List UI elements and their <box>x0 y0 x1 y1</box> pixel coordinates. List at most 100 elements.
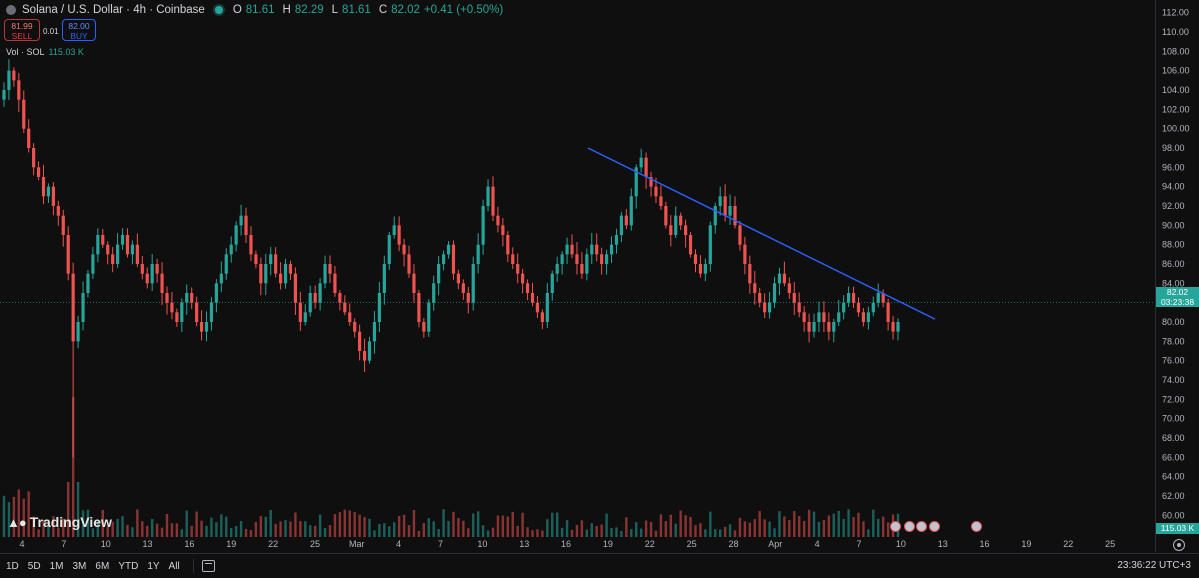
low-value: 81.61 <box>342 4 371 16</box>
volume-bar <box>442 509 445 537</box>
timeframe-1d[interactable]: 1D <box>6 560 19 572</box>
volume-legend[interactable]: Vol · SOL 115.03 K <box>6 47 84 57</box>
timeframe-ytd[interactable]: YTD <box>118 560 139 572</box>
candle-body <box>120 235 125 245</box>
timeframe-1m[interactable]: 1M <box>49 560 64 572</box>
us-flag-icon[interactable] <box>916 521 927 532</box>
candle-body <box>743 244 747 264</box>
trendline <box>587 147 936 320</box>
volume-bar <box>462 520 465 537</box>
volume-bar <box>180 529 184 537</box>
time-tick-label: 13 <box>938 539 948 549</box>
candle-body <box>32 148 36 168</box>
timeframe-3m[interactable]: 3M <box>72 560 87 572</box>
candle-body <box>466 293 470 303</box>
tradingview-logo[interactable]: ▲● TradingView <box>7 514 112 530</box>
volume-bar <box>37 529 40 537</box>
candle-body <box>738 225 742 245</box>
volume-bar <box>511 511 514 537</box>
candle-body <box>175 312 179 322</box>
chart-pane[interactable]: Solana / U.S. Dollar · 4h · Coinbase O 81… <box>0 0 1155 552</box>
volume-bar <box>709 511 712 537</box>
time-axis[interactable]: 4 7 10 13 16 19 22 25 Mar 4 7 10 13 16 19 22 25 28 Apr 4 7 10… <box>0 538 1155 552</box>
volume-bar <box>610 527 613 537</box>
candle-body <box>664 206 668 226</box>
price-axis[interactable]: 112.00 110.00 108.00 106.00 104.00 102.00 100.… <box>1155 0 1199 552</box>
volume-bar <box>481 525 485 537</box>
volume-bar <box>669 514 672 537</box>
market-status-icon[interactable] <box>214 6 223 14</box>
candle-body <box>703 264 707 274</box>
time-tick-label: 28 <box>728 539 738 549</box>
candle-body <box>545 293 549 322</box>
volume-bar <box>313 525 317 537</box>
candle-body <box>17 80 21 100</box>
us-flag-icon[interactable] <box>929 521 940 532</box>
volume-bar <box>358 514 361 537</box>
sell-button[interactable]: 81.99 SELL <box>4 19 40 41</box>
candle-body <box>614 235 619 245</box>
volume-bar <box>491 527 495 537</box>
candle-body <box>150 264 154 284</box>
candle-body <box>229 244 233 255</box>
close-label: C <box>378 4 388 16</box>
high-label: H <box>282 4 291 16</box>
time-tick-label: 19 <box>226 539 236 549</box>
candle-body <box>303 312 307 322</box>
us-flag-icon[interactable] <box>971 521 982 532</box>
time-tick-label: 7 <box>856 539 861 549</box>
volume-bar <box>595 525 598 537</box>
candle-body <box>135 244 139 264</box>
candle-body <box>140 264 144 274</box>
time-tick-label: 16 <box>184 539 194 549</box>
timeframe-1y[interactable]: 1Y <box>147 560 160 572</box>
candle-body <box>575 254 579 264</box>
volume-bar <box>644 520 648 537</box>
volume-bar <box>555 512 559 537</box>
candle-body <box>718 196 722 206</box>
candle-body <box>358 331 362 351</box>
calendar-icon[interactable] <box>201 560 215 572</box>
candle-body <box>604 254 609 264</box>
candle-body <box>733 206 737 226</box>
price-tick-label: 84.00 <box>1162 278 1185 288</box>
volume-bar <box>249 529 253 537</box>
chart-settings-icon[interactable] <box>1173 539 1185 551</box>
candle-body <box>525 283 530 293</box>
price-tick-label: 96.00 <box>1162 162 1185 172</box>
timeframe-6m[interactable]: 6M <box>95 560 110 572</box>
candle-body <box>847 293 851 303</box>
volume-bar <box>234 526 238 537</box>
volume-bar <box>190 525 193 537</box>
candle-body <box>772 283 777 303</box>
time-tick-label: 4 <box>396 539 401 549</box>
volume-bar <box>506 516 510 537</box>
timeframe-all[interactable]: All <box>168 560 180 572</box>
candle-body <box>560 254 564 264</box>
time-tick-label: 25 <box>687 539 697 549</box>
candle-body <box>180 302 184 322</box>
volume-bar <box>121 516 124 537</box>
candle-body <box>521 273 525 284</box>
buy-button[interactable]: 82.00 BUY <box>62 19 96 41</box>
price-tick-label: 100.00 <box>1162 124 1190 134</box>
candle-body <box>550 273 554 293</box>
volume-bar <box>328 525 332 537</box>
candle-body <box>555 264 559 274</box>
candle-body <box>876 293 880 303</box>
volume-bar <box>881 516 885 537</box>
volume-bar <box>96 521 100 537</box>
candle-body <box>506 235 510 255</box>
event-flag-icon[interactable] <box>890 521 901 532</box>
timeframe-5d[interactable]: 5D <box>27 560 41 572</box>
volume-bar <box>412 509 416 537</box>
candle-body <box>881 293 885 303</box>
volume-bar <box>170 523 174 537</box>
candle-body <box>797 302 801 313</box>
us-flag-icon[interactable] <box>904 521 915 532</box>
volume-bar <box>427 518 430 537</box>
symbol-title[interactable]: Solana / U.S. Dollar · 4h · Coinbase <box>22 4 205 16</box>
utc-clock[interactable]: 23:36:22 UTC+3 <box>1117 560 1191 571</box>
candle-body <box>81 293 85 322</box>
price-chart[interactable] <box>0 0 1155 552</box>
